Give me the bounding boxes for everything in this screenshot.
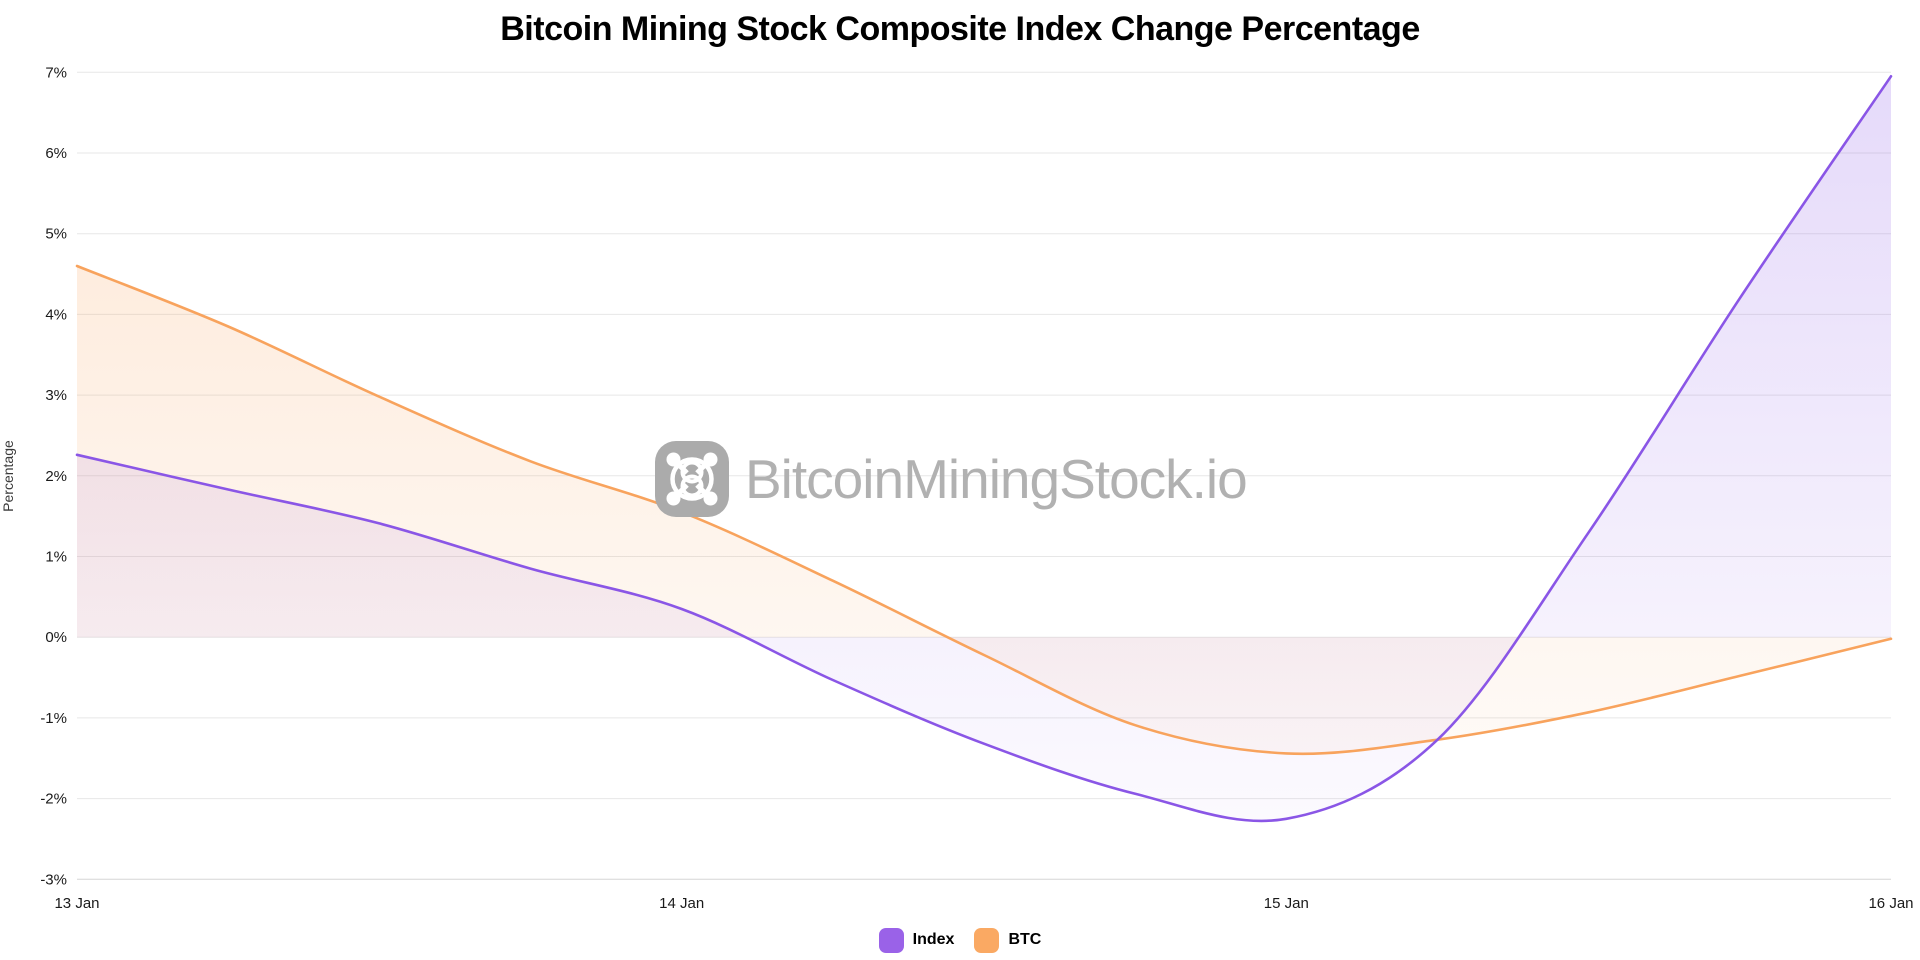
x-tick-label: 14 Jan: [659, 895, 704, 912]
x-tick-label: 13 Jan: [54, 895, 99, 912]
y-tick-label: -3%: [40, 871, 67, 888]
y-tick-label: 1%: [45, 549, 67, 566]
y-tick-label: 6%: [45, 145, 67, 162]
legend-item-index[interactable]: Index: [878, 927, 955, 953]
legend-label: BTC: [1008, 931, 1042, 948]
line-btc: [75, 264, 1893, 756]
y-tick-label: 0%: [45, 629, 67, 646]
legend-swatch-btc: [974, 927, 1000, 953]
y-tick-label: 3%: [45, 387, 67, 404]
y-tick-label: -1%: [40, 710, 67, 727]
y-tick-label: 2%: [45, 468, 67, 485]
y-tick-label: 7%: [45, 64, 67, 81]
line-index: [75, 75, 1893, 823]
y-tick-label: 5%: [45, 226, 67, 243]
x-tick-label: 15 Jan: [1264, 895, 1309, 912]
y-tick-label: -2%: [40, 791, 67, 808]
legend-item-btc[interactable]: BTC: [974, 927, 1042, 953]
chart-legend: Index BTC: [0, 920, 1920, 960]
y-tick-label: 4%: [45, 306, 67, 323]
legend-swatch-index: [878, 927, 904, 953]
x-tick-label: 16 Jan: [1868, 895, 1913, 912]
chart-title: Bitcoin Mining Stock Composite Index Cha…: [500, 10, 1420, 48]
legend-label: Index: [912, 931, 955, 948]
area-btc: [77, 266, 1891, 754]
